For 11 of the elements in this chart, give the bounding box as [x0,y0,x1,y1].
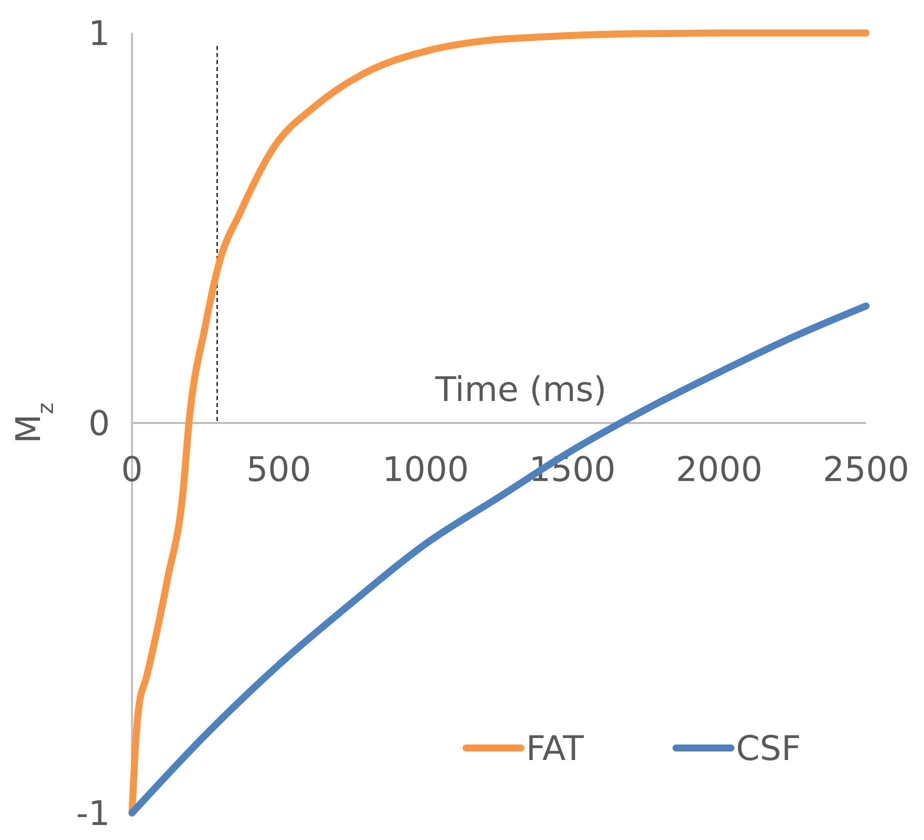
x-axis-title: Time (ms) [434,370,607,410]
x-tick-label: 1000 [382,450,469,490]
x-tick-label: 2500 [822,450,910,490]
y-tick-label: -1 [76,794,110,834]
x-tick-label: 500 [246,450,312,490]
x-tick-label: 0 [121,450,143,490]
x-tick-label: 2000 [676,450,762,490]
y-tick-label: 1 [88,14,110,54]
legend-label: CSF [736,729,801,769]
legend-label: FAT [526,729,584,769]
y-tick-label: 0 [88,404,110,444]
